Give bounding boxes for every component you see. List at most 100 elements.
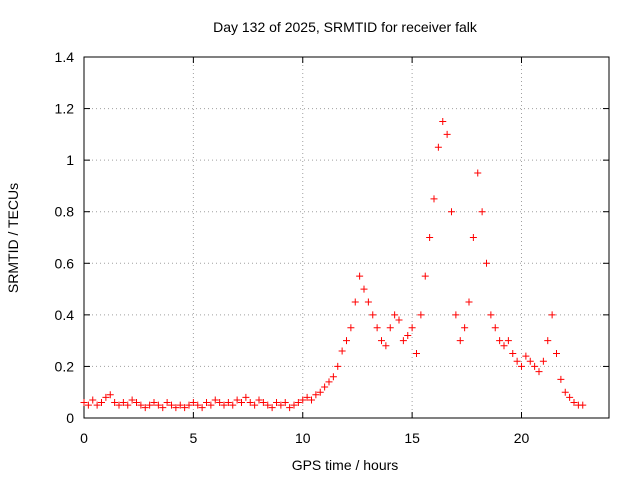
data-point <box>382 342 390 350</box>
x-tick-label: 10 <box>295 430 311 446</box>
data-point <box>259 399 267 407</box>
data-point <box>268 404 276 412</box>
data-point <box>426 234 434 241</box>
x-tick-label: 20 <box>514 430 530 446</box>
data-point <box>98 399 105 407</box>
data-point <box>469 234 477 241</box>
data-point <box>146 401 154 409</box>
data-point <box>579 401 587 409</box>
chart-title: Day 132 of 2025, SRMTID for receiver fal… <box>213 19 478 35</box>
data-point <box>133 399 140 407</box>
data-point <box>391 311 399 319</box>
data-point <box>163 399 171 407</box>
data-point <box>273 399 280 407</box>
data-point <box>334 362 342 370</box>
data-point <box>246 399 254 407</box>
data-point <box>299 396 307 404</box>
data-point <box>456 337 464 345</box>
y-tick-label: 0.6 <box>55 255 75 271</box>
data-point <box>325 378 333 386</box>
data-point <box>181 404 189 412</box>
data-points <box>80 117 587 412</box>
x-tick-label: 0 <box>80 430 88 446</box>
y-tick-label: 1.2 <box>55 101 75 117</box>
data-point <box>539 357 547 365</box>
data-point <box>408 324 416 332</box>
data-point <box>421 272 429 280</box>
data-point <box>544 337 552 345</box>
data-point <box>80 399 88 407</box>
data-point <box>312 391 320 399</box>
data-point <box>106 391 114 399</box>
data-point <box>378 337 385 345</box>
data-point <box>321 383 329 391</box>
data-point <box>308 396 315 404</box>
data-point <box>386 324 394 332</box>
data-point <box>500 342 508 350</box>
data-point <box>119 399 127 407</box>
y-tick-label: 0.2 <box>55 358 75 374</box>
data-point <box>124 401 132 409</box>
data-point <box>531 362 539 370</box>
data-point <box>518 362 525 370</box>
data-point <box>150 399 158 407</box>
data-point <box>211 396 219 404</box>
data-point <box>399 337 407 345</box>
data-point <box>238 399 245 407</box>
data-point <box>430 195 438 203</box>
data-point <box>277 401 285 409</box>
x-axis-label: GPS time / hours <box>292 457 399 473</box>
y-tick-label: 0 <box>66 410 74 426</box>
data-point <box>461 324 469 332</box>
data-point <box>137 401 145 409</box>
data-point <box>452 311 460 319</box>
data-point <box>251 401 259 409</box>
data-point <box>504 337 512 345</box>
data-point <box>483 259 490 267</box>
data-point <box>102 393 110 401</box>
y-tick-label: 0.4 <box>55 307 75 323</box>
data-point <box>496 337 504 345</box>
data-point <box>526 357 534 365</box>
data-point <box>185 401 193 409</box>
data-point <box>224 399 232 407</box>
data-point <box>294 399 302 407</box>
data-point <box>84 401 92 409</box>
y-axis-label: SRMTID / TECUs <box>5 183 21 293</box>
data-point <box>233 396 241 404</box>
data-point <box>553 350 560 358</box>
data-point <box>561 388 569 396</box>
data-point <box>303 393 311 401</box>
y-tick-label: 1 <box>66 152 74 168</box>
data-point <box>189 399 197 407</box>
data-point <box>168 401 175 409</box>
data-point <box>207 401 215 409</box>
data-point <box>128 396 136 404</box>
data-point <box>417 311 425 319</box>
y-tick-label: 1.4 <box>55 49 75 65</box>
data-point <box>93 401 101 409</box>
data-point <box>404 331 412 339</box>
data-point <box>487 311 495 319</box>
data-point <box>434 143 442 151</box>
data-point <box>439 117 447 125</box>
data-point <box>557 375 565 383</box>
data-point <box>413 350 420 358</box>
data-point <box>351 298 359 306</box>
data-point <box>111 399 119 407</box>
data-point <box>220 401 228 409</box>
grid-lines <box>84 57 609 418</box>
data-point <box>286 404 294 412</box>
data-point <box>264 401 272 409</box>
data-point <box>281 399 289 407</box>
data-point <box>176 401 184 409</box>
axis-ticks: 0 5 10 15 20 0 0.2 0.4 0.6 0.8 1 1.2 1.4 <box>55 49 609 446</box>
data-point <box>229 401 237 409</box>
data-point <box>570 399 578 407</box>
data-point <box>509 350 517 358</box>
data-point <box>290 401 298 409</box>
data-point <box>360 285 368 293</box>
data-point <box>203 399 210 407</box>
data-point <box>369 311 377 319</box>
